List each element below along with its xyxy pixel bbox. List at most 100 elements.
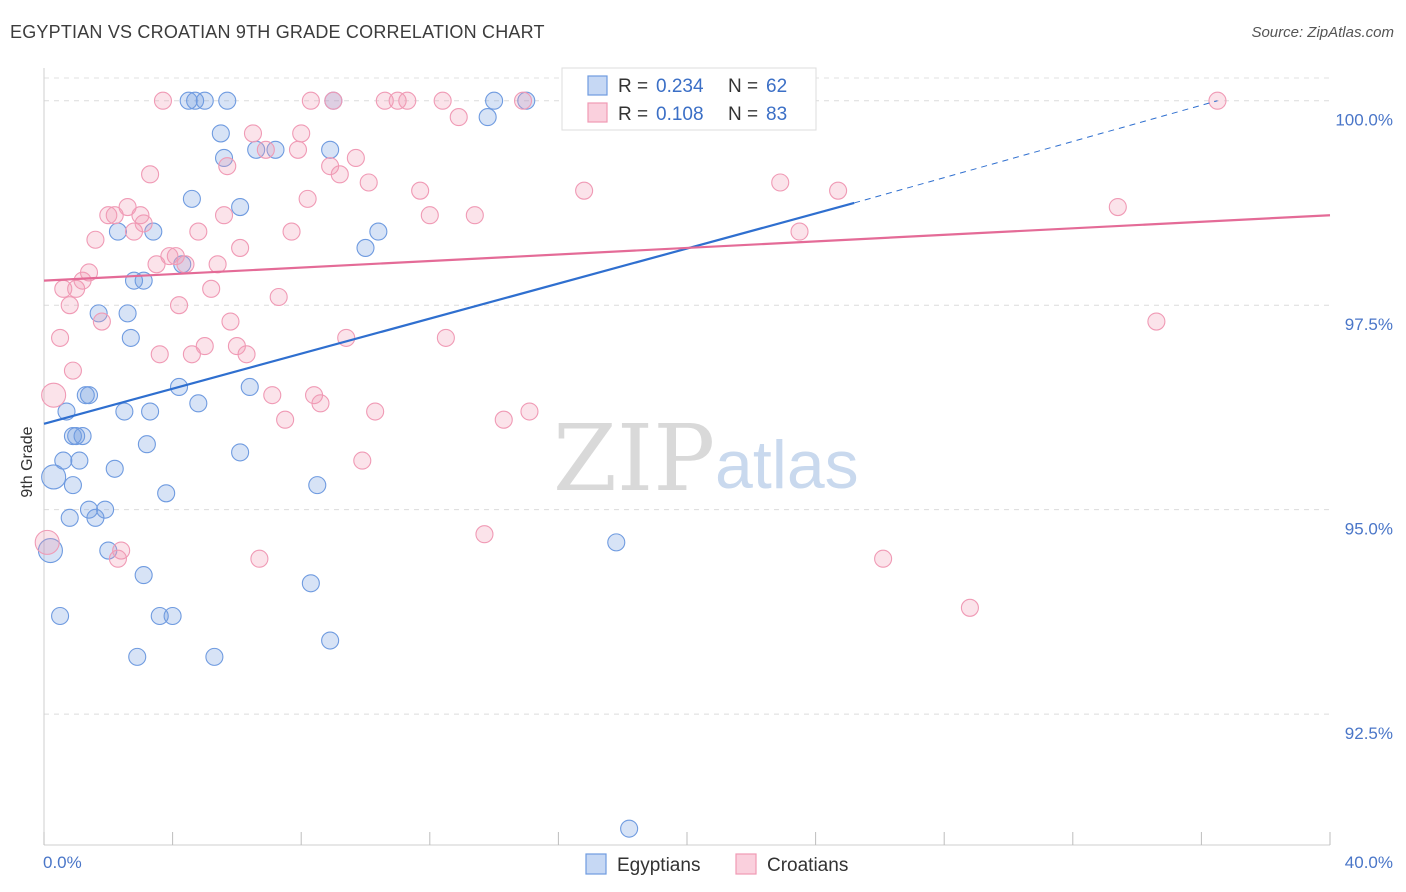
croatians-point xyxy=(829,181,848,200)
croatians-point xyxy=(41,382,67,408)
croatians-point xyxy=(301,91,320,110)
bottom-legend-egyptians: Egyptians xyxy=(617,855,700,876)
croatians-point xyxy=(366,402,385,421)
series-legend: Egyptians Croatians xyxy=(585,853,848,876)
croatians-point xyxy=(475,525,494,544)
egyptians-point xyxy=(118,304,137,323)
croatians-point xyxy=(298,189,317,208)
croatians-point xyxy=(288,140,308,159)
egyptians-point xyxy=(231,443,250,462)
legend-n-label-2: N = xyxy=(728,104,758,125)
croatians-point xyxy=(108,549,127,568)
x-tick-label-max: 40.0% xyxy=(1345,853,1393,872)
croatians-trend-line xyxy=(43,214,1331,282)
egyptians-point xyxy=(308,476,327,495)
croatians-point xyxy=(433,91,452,110)
correlation-legend: R = 0.234 N = 62 R = 0.108 N = 83 xyxy=(561,67,817,131)
croatians-point xyxy=(1147,312,1166,331)
croatians-point xyxy=(160,247,179,266)
chart-title: EGYPTIAN VS CROATIAN 9TH GRADE CORRELATI… xyxy=(10,22,545,42)
croatians-point xyxy=(105,206,124,225)
bottom-legend-croatians: Croatians xyxy=(767,855,848,876)
egyptians-trend-line xyxy=(43,201,855,425)
croatians-point xyxy=(202,279,221,298)
croatians-point xyxy=(324,91,343,110)
bottom-legend-swatch-croatians xyxy=(735,853,757,875)
egyptians-point xyxy=(189,394,208,413)
trend-lines xyxy=(43,100,1331,425)
croatians-point xyxy=(221,312,240,331)
croatians-point xyxy=(263,386,282,405)
egyptians-point xyxy=(356,238,375,257)
egyptians-point xyxy=(121,328,140,347)
croatians-point xyxy=(874,549,893,568)
egyptians-point xyxy=(195,91,214,110)
croatians-point xyxy=(208,255,227,274)
egyptians-point xyxy=(186,91,205,110)
y-tick-label: 100.0% xyxy=(1335,111,1393,130)
y-tick-label: 95.0% xyxy=(1345,520,1393,539)
croatians-point xyxy=(269,287,288,307)
croatians-point xyxy=(282,222,301,241)
egyptians-point xyxy=(70,451,89,470)
egyptians-point xyxy=(150,606,169,626)
legend-r-label: R = xyxy=(618,76,648,97)
croatians-point xyxy=(276,410,295,429)
croatians-point xyxy=(214,206,234,225)
croatians-point xyxy=(520,402,539,421)
egyptians-point xyxy=(179,91,198,110)
egyptians-point xyxy=(485,91,504,110)
legend-r-egyptians: 0.234 xyxy=(656,76,704,97)
croatians-point xyxy=(182,345,201,364)
egyptians-point xyxy=(73,427,92,446)
croatians-point xyxy=(34,529,60,555)
egyptians-point xyxy=(607,533,626,552)
egyptians-point xyxy=(266,140,285,159)
croatians-point xyxy=(330,165,349,184)
egyptians-point xyxy=(321,631,340,650)
croatians-point xyxy=(449,108,468,127)
egyptians-point xyxy=(137,435,156,454)
croatians-point xyxy=(51,328,70,347)
egyptians-point xyxy=(96,500,115,519)
y-tick-label: 97.5% xyxy=(1345,315,1393,334)
croatians-point xyxy=(250,549,269,568)
croatians-point xyxy=(388,91,407,110)
egyptians-point xyxy=(231,197,250,217)
egyptians-point xyxy=(157,484,176,503)
croatians-point xyxy=(118,197,137,217)
croatians-point xyxy=(231,238,250,257)
egyptians-point xyxy=(105,459,124,478)
bottom-legend-swatch-egyptians xyxy=(585,853,607,875)
croatians-point xyxy=(575,181,594,200)
egyptians-point xyxy=(108,222,127,241)
croatians-point xyxy=(169,296,189,315)
watermark-atlas: atlas xyxy=(715,427,859,503)
croatians-point xyxy=(189,222,208,241)
egyptians-trend-extension xyxy=(854,100,1218,204)
croatians-point xyxy=(771,173,790,192)
croatians-point xyxy=(346,148,365,168)
egyptians-point xyxy=(141,402,160,421)
croatians-point xyxy=(60,296,79,315)
croatians-point xyxy=(790,222,809,241)
croatians-point xyxy=(398,91,417,110)
egyptians-point xyxy=(240,377,259,397)
legend-swatch-egyptians xyxy=(587,75,608,96)
egyptians-point xyxy=(205,647,224,666)
egyptians-point xyxy=(51,606,70,626)
egyptians-point xyxy=(54,451,73,470)
croatians-point xyxy=(147,255,166,274)
legend-n-egyptians: 62 xyxy=(766,76,787,97)
croatians-point xyxy=(150,345,169,364)
egyptians-point xyxy=(369,222,388,241)
croatians-point xyxy=(218,157,237,176)
croatians-point xyxy=(256,140,275,159)
y-tick-label: 92.5% xyxy=(1345,724,1393,743)
egyptians-point xyxy=(478,108,497,127)
source-label: Source: ZipAtlas.com xyxy=(1251,24,1394,41)
egyptians-point xyxy=(620,819,639,838)
croatians-point xyxy=(141,165,160,184)
croatians-point xyxy=(134,214,153,233)
